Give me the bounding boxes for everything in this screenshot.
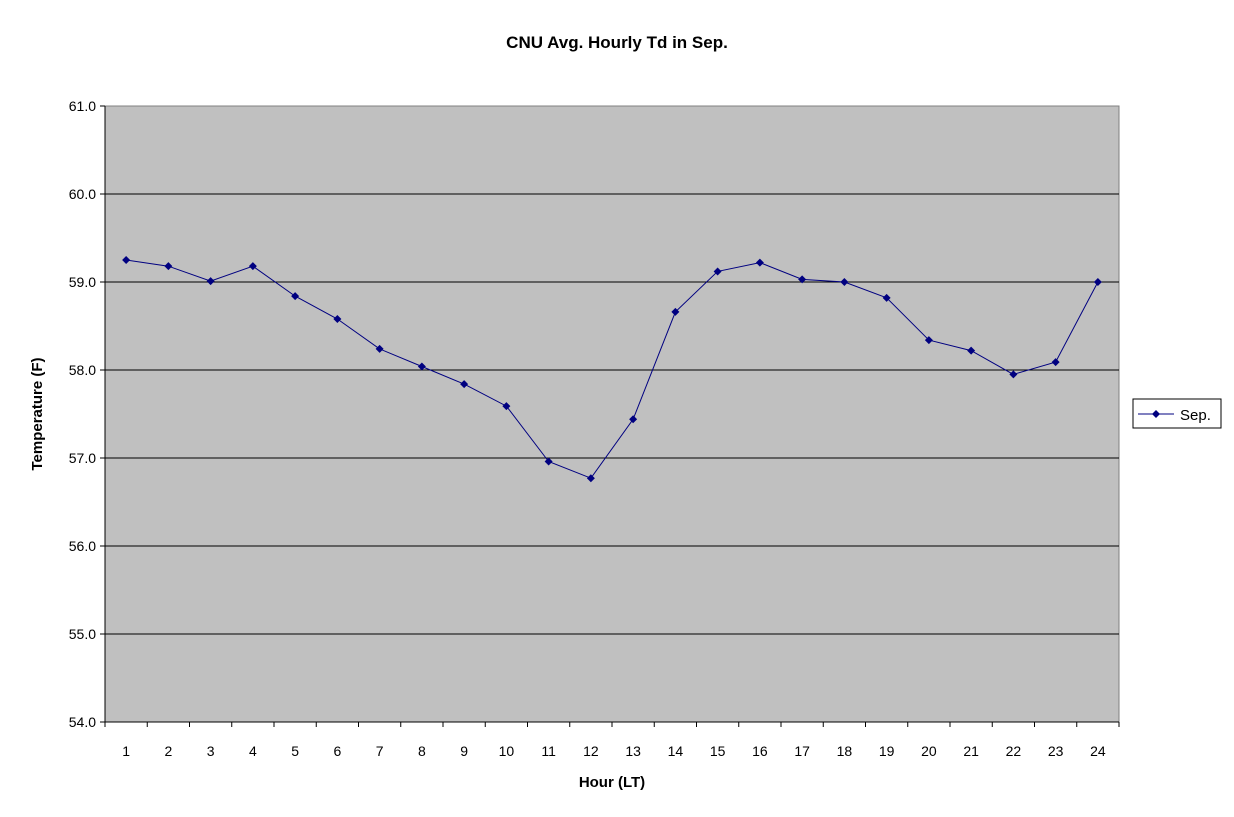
- data-point: [882, 293, 891, 302]
- x-tick-label: 11: [541, 743, 556, 759]
- y-tick-label: 56.0: [69, 538, 96, 554]
- x-tick-label: 4: [249, 743, 257, 759]
- y-tick-label: 57.0: [69, 450, 96, 466]
- gridlines: [105, 193, 1119, 635]
- legend-label: Sep.: [1180, 407, 1211, 424]
- x-tick-label: 22: [1006, 743, 1022, 759]
- data-point: [206, 277, 215, 286]
- y-tick-label: 54.0: [69, 714, 96, 730]
- x-tick-label: 19: [879, 743, 895, 759]
- x-tick-label: 17: [794, 743, 810, 759]
- x-tick-label: 12: [583, 743, 599, 759]
- x-tick-label: 10: [499, 743, 515, 759]
- data-point: [164, 262, 173, 271]
- x-tick-label: 16: [752, 743, 768, 759]
- x-tick-label: 24: [1090, 743, 1106, 759]
- data-point: [840, 278, 849, 286]
- data-point: [586, 474, 595, 483]
- x-tick-label: 8: [418, 743, 426, 759]
- x-tick-label: 20: [921, 743, 937, 759]
- data-point: [671, 307, 680, 316]
- y-tick-label: 55.0: [69, 626, 96, 642]
- data-point: [544, 457, 553, 466]
- data-point: [248, 262, 257, 271]
- series-line: [126, 259, 1099, 479]
- x-tick-label: 9: [460, 743, 468, 759]
- x-tick-label: 3: [207, 743, 215, 759]
- data-point: [291, 292, 300, 301]
- data-point: [967, 346, 976, 355]
- x-tick-label: 23: [1048, 743, 1064, 759]
- data-point: [417, 362, 426, 371]
- data-point: [924, 336, 933, 345]
- x-tick-label: 7: [376, 743, 384, 759]
- legend-marker: [1152, 410, 1160, 418]
- plot-area: [104, 105, 1120, 723]
- data-point: [798, 275, 807, 284]
- data-point: [460, 380, 469, 389]
- x-tick-label: 6: [333, 743, 341, 759]
- x-tick-label: 2: [164, 743, 172, 759]
- y-axis-ticks: 54.0 55.0 56.0 57.0 58.0 59.0 60.0 61.0: [69, 98, 105, 730]
- data-point: [1093, 278, 1102, 286]
- x-tick-label: 21: [963, 743, 979, 759]
- chart-title: CNU Avg. Hourly Td in Sep.: [506, 33, 728, 52]
- data-point: [502, 402, 511, 411]
- x-axis-ticks: 1 2 3 4 5 6 7 8 9 10 11 12 13 14 15 16 17 18 19 20 21 22 23 24: [104, 722, 1120, 759]
- x-tick-label: 14: [668, 743, 684, 759]
- data-point: [333, 314, 342, 323]
- y-tick-label: 61.0: [69, 98, 96, 114]
- y-axis-title: Temperature (F): [29, 357, 46, 470]
- x-tick-label: 5: [291, 743, 299, 759]
- y-tick-label: 60.0: [69, 186, 96, 202]
- data-point: [629, 415, 638, 424]
- data-point: [122, 256, 131, 264]
- series-layer: [122, 256, 1102, 483]
- legend: Sep.: [1132, 398, 1222, 429]
- data-point: [713, 267, 722, 276]
- data-point: [1051, 358, 1060, 367]
- x-axis-title: Hour (LT): [579, 774, 645, 791]
- data-point: [1009, 370, 1018, 379]
- y-tick-label: 59.0: [69, 274, 96, 290]
- x-tick-label: 1: [122, 743, 130, 759]
- y-tick-label: 58.0: [69, 362, 96, 378]
- data-point: [755, 258, 764, 267]
- x-tick-label: 13: [625, 743, 641, 759]
- data-point: [375, 344, 384, 353]
- x-tick-label: 15: [710, 743, 726, 759]
- x-tick-label: 18: [837, 743, 853, 759]
